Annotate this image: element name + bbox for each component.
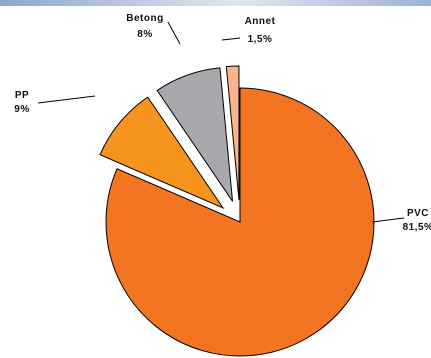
slice-label-betong: Betong: [126, 13, 163, 24]
slice-value-betong: 8%: [137, 29, 152, 40]
leader-line-pvc: [371, 217, 405, 223]
slice-value-pp: 9%: [14, 104, 29, 115]
leader-line-annet: [221, 37, 241, 41]
pie-slice-annet: [225, 65, 240, 201]
slice-label-annet: Annet: [245, 16, 276, 27]
slice-value-pvc: 81,5%: [403, 222, 431, 233]
leader-line-betong: [167, 21, 181, 45]
leader-line-pp: [37, 95, 96, 104]
pie-slice-pp: [99, 96, 225, 210]
pie-slice-pvc: [105, 87, 375, 357]
pie-slice-betong: [156, 67, 234, 202]
slice-value-annet: 1,5%: [248, 34, 273, 45]
slice-label-pvc: PVC: [407, 208, 429, 219]
slice-label-pp: PP: [15, 90, 29, 101]
top-border-band: [0, 0, 431, 6]
